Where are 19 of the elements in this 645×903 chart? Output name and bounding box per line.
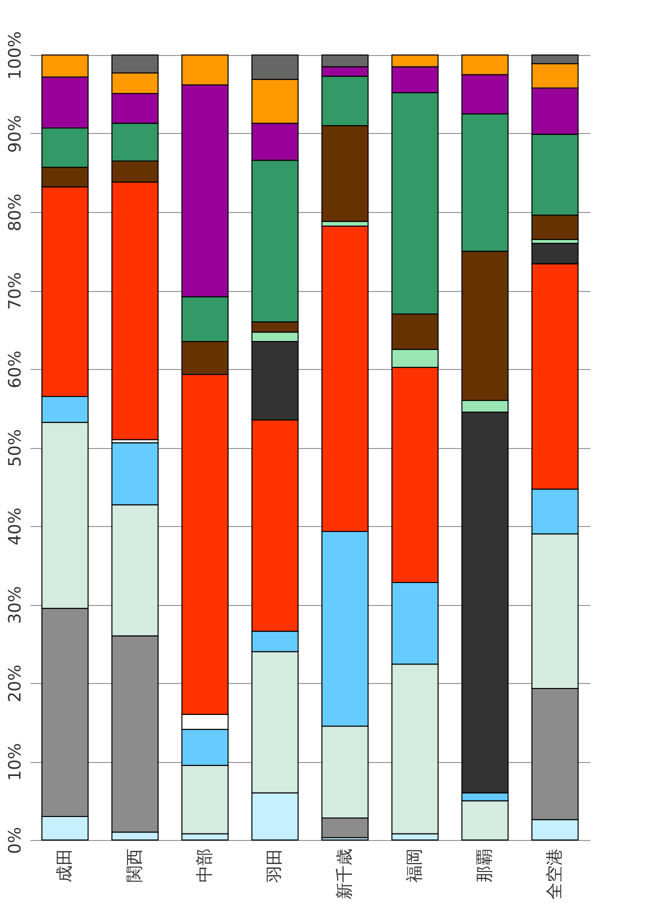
y-tick-label: 0%: [6, 827, 26, 854]
y-tick-label: 30%: [6, 586, 26, 624]
y-tick-label: 40%: [6, 508, 26, 546]
x-tick-label: 成田: [55, 848, 75, 882]
x-tick-label: 福岡: [405, 848, 425, 882]
y-tick-label: 90%: [6, 115, 26, 153]
x-tick-label: 那覇: [475, 848, 495, 882]
x-tick-label: 中部: [195, 848, 215, 882]
y-tick-label: 20%: [6, 664, 26, 702]
y-tick-label: 80%: [6, 194, 26, 232]
y-tick-label: 50%: [6, 429, 26, 467]
x-tick-label: 新千歳: [335, 848, 355, 900]
x-tick-label: 全空港: [545, 848, 565, 900]
x-tick-label: 羽田: [265, 848, 285, 884]
y-tick-label: 70%: [6, 272, 26, 310]
y-tick-label: 10%: [6, 743, 26, 781]
y-tick-label: 60%: [6, 350, 26, 388]
x-tick-label: 関西: [125, 848, 145, 882]
y-tick-label: 100%: [6, 31, 26, 80]
